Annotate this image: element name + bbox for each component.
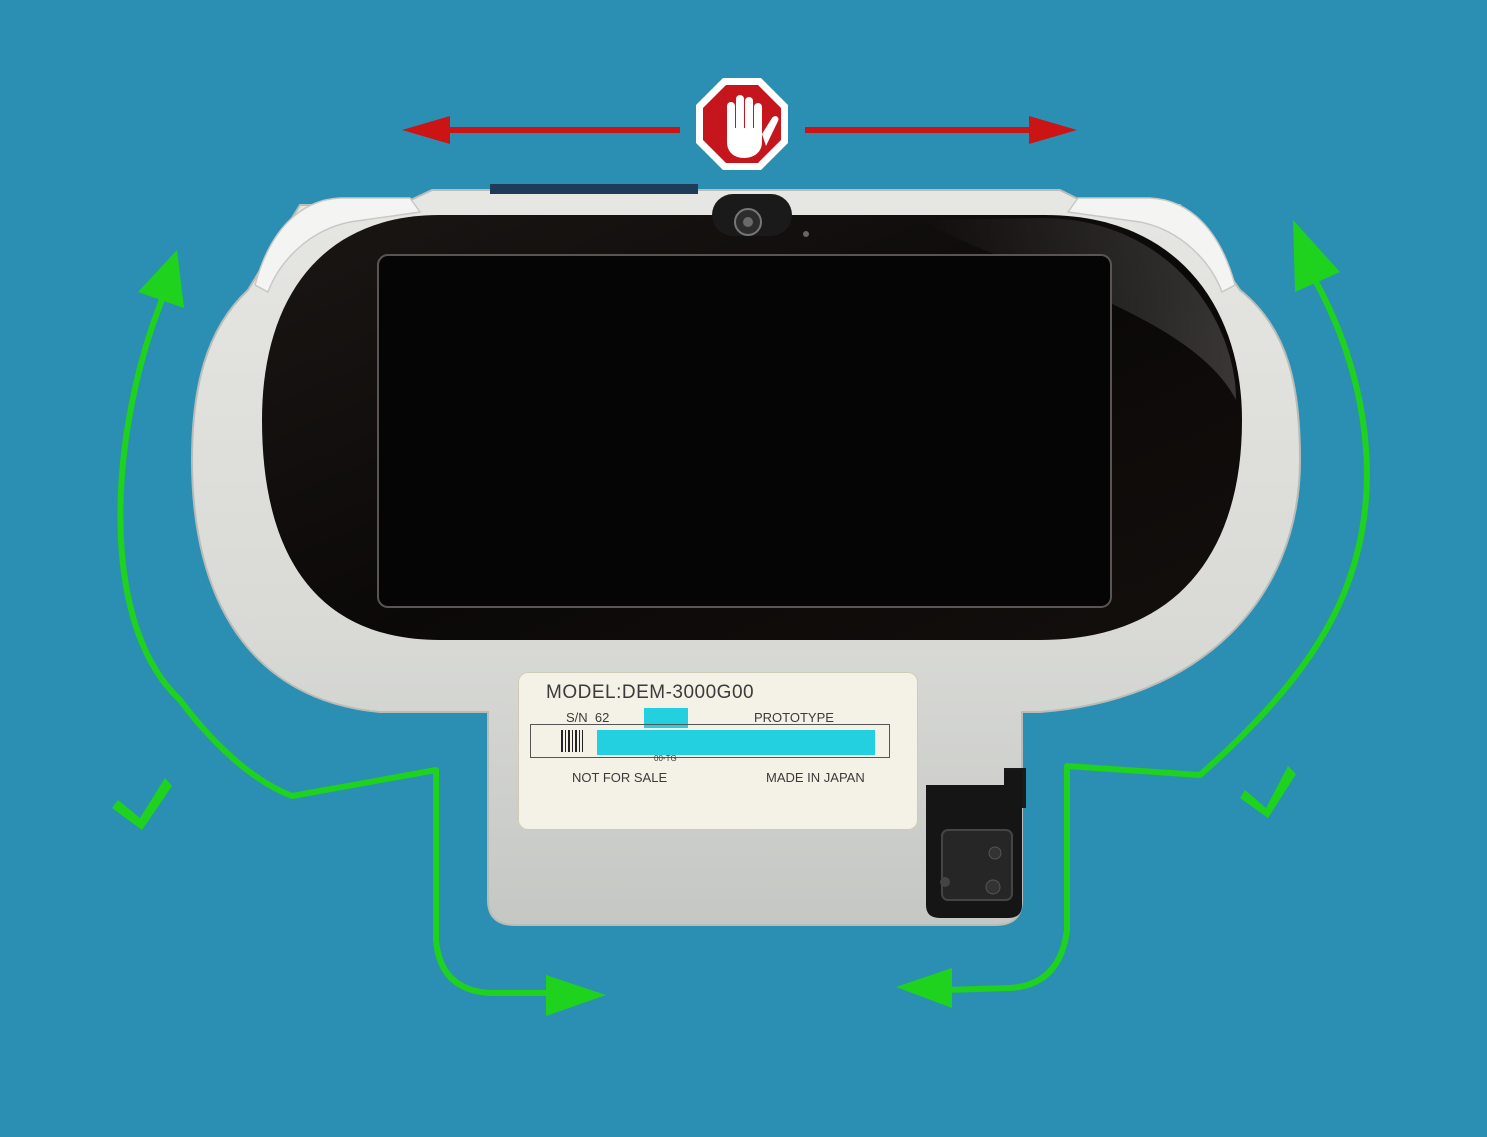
camera-lens-center: [743, 217, 753, 227]
serial-redaction: [644, 708, 688, 728]
display-panel: [377, 254, 1112, 608]
serial-number: S/N 62: [566, 710, 609, 725]
right-checkmark-icon: [1240, 766, 1296, 818]
stop-hand-icon: [696, 78, 788, 170]
left-checkmark-icon: [112, 778, 172, 830]
serial-visible: 62: [594, 710, 610, 725]
made-in-japan-text: MADE IN JAPAN: [766, 770, 865, 785]
device-label: MODEL:DEM-3000G00 S/N 62 PROTOTYPE 00-TG…: [518, 672, 918, 830]
allowed-path-right: [896, 220, 1370, 1008]
prohibited-arrows: [402, 116, 1077, 144]
not-for-sale-text: NOT FOR SALE: [572, 770, 668, 785]
barcode: [561, 730, 583, 752]
left-arrowhead-red: [402, 116, 450, 144]
screen-glare: [920, 218, 1236, 400]
barcode-redaction: [597, 730, 875, 755]
up-arrowhead-right: [1293, 220, 1340, 292]
allowed-path-left: [117, 250, 606, 1016]
card-slot: [926, 768, 1026, 918]
up-arrowhead-left: [138, 250, 184, 308]
prototype-text: PROTOTYPE: [754, 710, 834, 725]
light-sensor: [803, 231, 809, 237]
model-number: MODEL:DEM-3000G00: [546, 682, 755, 703]
right-arrowhead-bottom: [546, 975, 606, 1016]
left-shoulder-grip: [254, 197, 422, 294]
left-arrowhead-bottom: [896, 968, 952, 1008]
right-arrowhead-red: [1029, 116, 1077, 144]
small-code: 00-TG: [654, 754, 677, 763]
top-slot: [490, 184, 698, 194]
barcode-box: [530, 724, 890, 758]
right-shoulder-grip: [1066, 197, 1236, 294]
serial-prefix: S/N: [566, 710, 588, 725]
